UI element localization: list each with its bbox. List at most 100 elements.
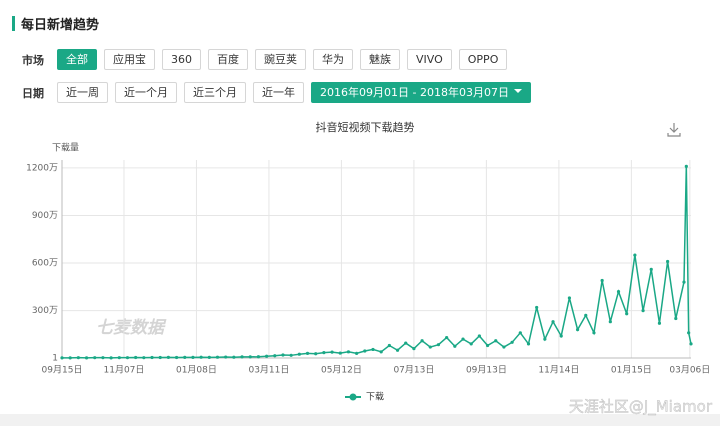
data-point — [256, 355, 261, 359]
data-point — [600, 278, 604, 283]
data-point — [346, 350, 351, 354]
x-tick-label: 05月12日 — [321, 365, 362, 376]
data-point — [625, 312, 629, 316]
data-point — [183, 355, 187, 359]
data-point — [584, 313, 588, 317]
date-button[interactable]: 近一个月 — [115, 82, 177, 103]
y-tick-label: 1200万 — [26, 163, 58, 173]
data-point — [101, 356, 105, 360]
data-point — [445, 335, 449, 340]
y-tick-label: 600万 — [32, 259, 58, 269]
data-point — [657, 321, 662, 325]
data-point — [371, 347, 375, 352]
market-button[interactable]: 360 — [162, 49, 201, 70]
data-point — [453, 344, 457, 348]
data-point — [575, 328, 580, 332]
data-point — [485, 343, 490, 348]
date-button[interactable]: 近三个月 — [184, 82, 246, 103]
data-point — [633, 253, 637, 257]
data-point — [395, 348, 400, 352]
data-point — [76, 356, 80, 360]
data-point — [355, 351, 359, 356]
data-point — [338, 351, 342, 355]
data-point — [494, 339, 498, 343]
data-point — [199, 355, 203, 359]
data-point — [305, 351, 310, 356]
data-point — [616, 289, 621, 294]
download-glyph — [667, 123, 681, 137]
x-tick-label: 01月15日 — [611, 365, 652, 376]
data-point — [641, 309, 645, 313]
y-tick-label: 900万 — [32, 211, 58, 221]
x-tick-label: 09月15日 — [42, 365, 83, 376]
data-point — [84, 356, 89, 360]
data-point — [289, 353, 293, 357]
section-title: 每日新增趋势 — [12, 14, 99, 33]
data-point — [297, 352, 301, 356]
data-point — [60, 356, 64, 360]
data-point — [510, 340, 514, 344]
x-tick-label: 01月08日 — [176, 365, 217, 376]
data-point — [174, 355, 179, 360]
market-label: 市场 — [22, 53, 44, 67]
y-axis-label: 下载量 — [52, 142, 79, 154]
data-point — [93, 356, 97, 360]
data-point — [682, 280, 686, 284]
y-tick-label: 300万 — [32, 306, 58, 316]
legend-marker — [349, 393, 357, 401]
data-point — [322, 351, 326, 355]
date-label: 日期 — [22, 86, 44, 100]
data-point — [109, 356, 113, 360]
data-point — [363, 349, 367, 353]
chart-watermark: 七麦数据 — [96, 318, 167, 338]
data-point — [191, 355, 195, 359]
data-point — [551, 320, 555, 324]
data-point — [502, 345, 506, 349]
data-point — [436, 343, 441, 347]
data-point — [150, 355, 154, 360]
market-button[interactable]: 应用宝 — [104, 49, 155, 70]
x-tick-label: 11月14日 — [538, 365, 579, 376]
market-button[interactable]: VIVO — [407, 49, 452, 70]
data-point — [689, 342, 693, 346]
date-row: 日期 近一周 近一个月 近三个月 近一年 2016年09月01日 - 2018年03月07… — [22, 82, 538, 103]
data-point — [412, 347, 416, 351]
data-point — [207, 355, 211, 359]
chart-title: 抖音短视频下载趋势 — [316, 120, 415, 134]
data-point — [666, 259, 670, 264]
data-point — [687, 331, 691, 335]
y-tick-label: 1 — [52, 354, 58, 364]
market-button[interactable]: OPPO — [458, 49, 508, 70]
date-button[interactable]: 近一周 — [57, 82, 108, 103]
data-point — [592, 331, 596, 335]
data-point — [117, 356, 121, 360]
data-point — [281, 353, 285, 357]
market-button[interactable]: 全部 — [57, 49, 97, 70]
data-point — [273, 354, 277, 358]
market-button[interactable]: 豌豆荚 — [255, 49, 306, 70]
data-point — [674, 316, 678, 321]
data-point — [158, 355, 162, 360]
data-point — [649, 267, 653, 271]
date-button[interactable]: 近一年 — [253, 82, 304, 103]
x-tick-label: 07月13日 — [393, 365, 434, 376]
data-point — [232, 355, 236, 359]
data-point — [608, 320, 612, 324]
market-button[interactable]: 百度 — [208, 49, 248, 70]
date-range-picker[interactable]: 2016年09月01日 - 2018年03月07日 — [311, 82, 531, 103]
data-point — [684, 164, 688, 168]
data-point — [461, 337, 465, 341]
legend-item[interactable]: 下载 — [345, 391, 384, 403]
data-point — [314, 352, 318, 356]
data-point — [387, 343, 391, 348]
x-tick-label: 11月07日 — [104, 365, 145, 376]
data-point — [404, 341, 408, 345]
data-point — [248, 355, 252, 359]
market-button[interactable]: 魅族 — [360, 49, 400, 70]
market-button[interactable]: 华为 — [313, 49, 353, 70]
data-point — [224, 355, 228, 359]
data-point — [518, 331, 522, 335]
download-icon[interactable] — [667, 123, 681, 137]
